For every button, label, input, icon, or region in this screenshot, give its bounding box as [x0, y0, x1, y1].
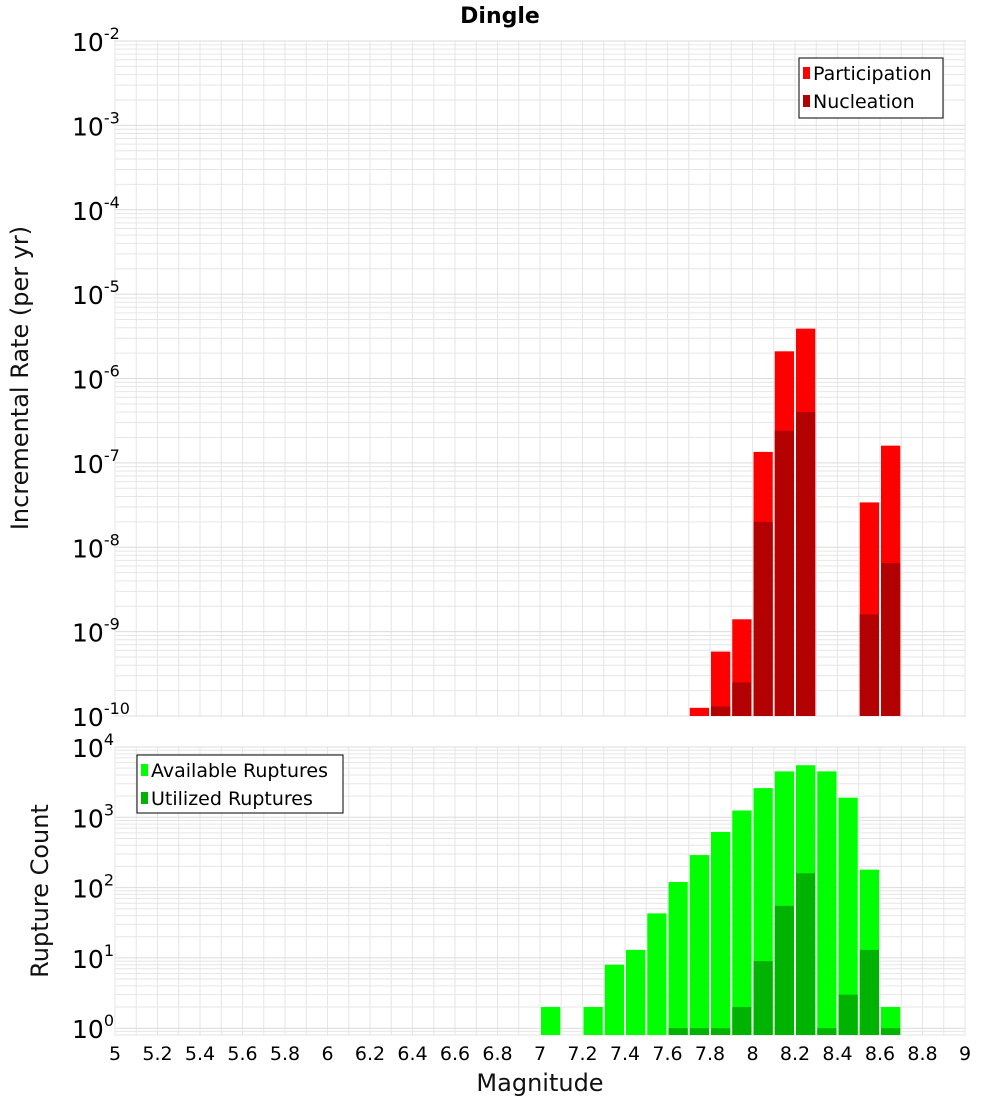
- y-tick-label: 104: [72, 730, 114, 763]
- bar-available-ruptures: [668, 882, 688, 1035]
- bar-available-ruptures: [711, 831, 731, 1035]
- bar-nucleation: [753, 521, 773, 716]
- x-tick-label: 5.4: [185, 1043, 215, 1065]
- bar-utilized-ruptures: [732, 1007, 752, 1035]
- x-tick-label: 8.8: [907, 1043, 937, 1065]
- bar-nucleation: [732, 682, 752, 716]
- bar-available-ruptures: [583, 1007, 603, 1035]
- y-tick-label: 10-10: [72, 699, 130, 732]
- bar-utilized-ruptures: [859, 949, 879, 1035]
- legend-label-participation: Participation: [813, 63, 932, 85]
- x-axis-label: Magnitude: [476, 1069, 603, 1097]
- count-y-axis-label: Rupture Count: [26, 804, 54, 978]
- bar-available-ruptures: [626, 949, 646, 1035]
- bar-available-ruptures: [881, 1007, 901, 1035]
- count-panel: 100 101 102 103 104 Rupture Count Available …: [26, 730, 966, 1044]
- bar-utilized-ruptures: [838, 994, 858, 1035]
- legend-label-available: Available Ruptures: [151, 760, 328, 782]
- y-tick-label: 102: [72, 871, 114, 904]
- count-bars: [541, 765, 901, 1035]
- bar-nucleation: [711, 706, 731, 716]
- legend-swatch-nucleation: [803, 95, 810, 107]
- y-tick-label: 10-9: [72, 615, 120, 648]
- bar-available-ruptures: [838, 797, 858, 1035]
- bar-utilized-ruptures: [711, 1028, 731, 1035]
- rate-bars: [689, 328, 901, 716]
- bar-nucleation: [859, 614, 879, 716]
- x-tick-label: 6.4: [397, 1043, 427, 1065]
- bar-utilized-ruptures: [689, 1028, 709, 1035]
- legend-swatch-available: [141, 764, 148, 776]
- x-tick-label: 5.6: [227, 1043, 257, 1065]
- rate-gridlines: [114, 40, 966, 717]
- bar-utilized-ruptures: [753, 961, 773, 1035]
- x-tick-label: 9: [959, 1043, 971, 1065]
- x-axis-ticks: 5 5.2 5.4 5.6 5.8 6 6.2 6.4 6.6 6.8 7 7.2 7.4 7.6 7.8 8…: [109, 1043, 971, 1065]
- bar-utilized-ruptures: [817, 1028, 837, 1035]
- bar-nucleation: [774, 430, 794, 716]
- x-tick-label: 8.6: [865, 1043, 895, 1065]
- rate-y-axis-label: Incremental Rate (per yr): [6, 226, 34, 530]
- count-legend: Available Ruptures Utilized Ruptures: [136, 754, 344, 814]
- x-tick-label: 6.6: [440, 1043, 470, 1065]
- x-tick-label: 8.2: [780, 1043, 810, 1065]
- y-tick-label: 10-5: [72, 277, 120, 310]
- y-tick-label: 10-6: [72, 362, 120, 395]
- bar-available-ruptures: [689, 855, 709, 1035]
- legend-swatch-participation: [803, 67, 810, 79]
- x-tick-label: 8.4: [822, 1043, 852, 1065]
- y-tick-label: 103: [72, 800, 114, 833]
- x-tick-label: 5.8: [270, 1043, 300, 1065]
- x-tick-label: 7.2: [567, 1043, 597, 1065]
- legend-swatch-utilized: [141, 792, 148, 804]
- y-tick-label: 10-4: [72, 193, 120, 226]
- bar-available-ruptures: [541, 1007, 561, 1035]
- bar-nucleation: [796, 412, 816, 716]
- x-tick-label: 6.2: [355, 1043, 385, 1065]
- x-tick-label: 7: [534, 1043, 546, 1065]
- rate-legend: Participation Nucleation: [798, 57, 944, 119]
- x-tick-label: 6.8: [482, 1043, 512, 1065]
- legend-label-nucleation: Nucleation: [813, 91, 915, 113]
- x-tick-label: 8: [746, 1043, 758, 1065]
- bar-participation: [689, 707, 709, 716]
- legend-label-utilized: Utilized Ruptures: [151, 788, 313, 810]
- y-tick-label: 101: [72, 941, 114, 974]
- x-tick-label: 6: [321, 1043, 333, 1065]
- bar-participation: [711, 651, 731, 716]
- y-tick-label: 10-3: [72, 108, 120, 141]
- count-y-ticks: 100 101 102 103 104: [72, 730, 114, 1044]
- bar-available-ruptures: [732, 810, 752, 1035]
- bar-available-ruptures: [817, 771, 837, 1035]
- y-tick-label: 10-7: [72, 446, 120, 479]
- bar-utilized-ruptures: [668, 1028, 688, 1035]
- y-tick-label: 10-2: [72, 24, 120, 57]
- x-tick-label: 7.6: [652, 1043, 682, 1065]
- chart-title: Dingle: [460, 4, 540, 29]
- bar-nucleation: [881, 563, 901, 716]
- bar-utilized-ruptures: [881, 1028, 901, 1035]
- x-tick-label: 7.8: [695, 1043, 725, 1065]
- bar-utilized-ruptures: [796, 873, 816, 1035]
- bar-available-ruptures: [647, 913, 667, 1035]
- bar-available-ruptures: [604, 964, 624, 1035]
- count-legend-box: [136, 754, 344, 814]
- y-tick-label: 10-8: [72, 530, 120, 563]
- bar-utilized-ruptures: [774, 905, 794, 1035]
- rate-panel: 10-10 10-9 10-8 10-7 10-6 10-5 10-4 10-3 10-2 In…: [6, 24, 966, 732]
- rate-legend-box: [798, 57, 944, 119]
- x-tick-label: 5.2: [142, 1043, 172, 1065]
- y-tick-label: 100: [72, 1011, 114, 1044]
- rate-y-ticks: 10-10 10-9 10-8 10-7 10-6 10-5 10-4 10-3 10-2: [72, 24, 130, 732]
- x-tick-label: 5: [109, 1043, 121, 1065]
- x-tick-label: 7.4: [610, 1043, 640, 1065]
